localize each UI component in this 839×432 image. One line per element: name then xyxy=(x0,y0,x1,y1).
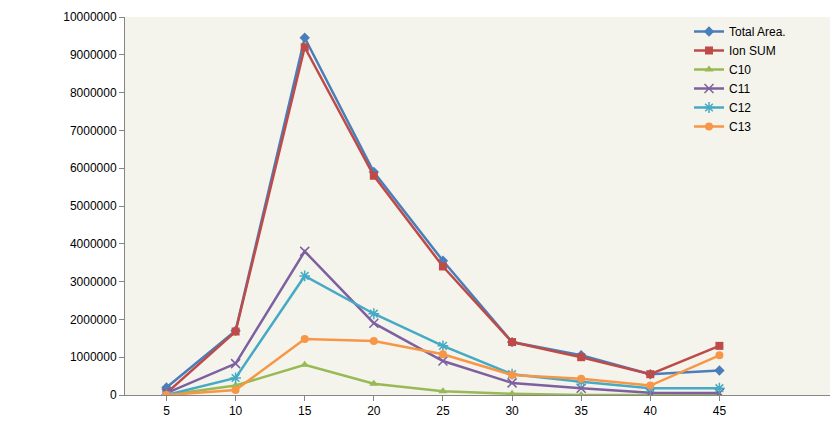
svg-text:C11: C11 xyxy=(729,82,750,96)
svg-text:20: 20 xyxy=(367,404,381,418)
svg-text:15: 15 xyxy=(298,404,312,418)
svg-text:C12: C12 xyxy=(729,101,751,115)
svg-text:25: 25 xyxy=(436,404,450,418)
svg-text:1000000: 1000000 xyxy=(70,350,117,364)
svg-text:4000000: 4000000 xyxy=(70,237,117,251)
svg-text:2000000: 2000000 xyxy=(70,313,117,327)
svg-text:Ion SUM: Ion SUM xyxy=(729,44,776,58)
svg-text:45: 45 xyxy=(713,404,727,418)
svg-text:3000000: 3000000 xyxy=(70,275,117,289)
svg-text:8000000: 8000000 xyxy=(70,86,117,100)
svg-text:30: 30 xyxy=(505,404,519,418)
svg-text:35: 35 xyxy=(575,404,589,418)
svg-text:9000000: 9000000 xyxy=(70,48,117,62)
svg-text:10000000: 10000000 xyxy=(63,10,117,24)
svg-text:5000000: 5000000 xyxy=(70,199,117,213)
svg-text:5: 5 xyxy=(163,404,170,418)
svg-text:6000000: 6000000 xyxy=(70,161,117,175)
svg-text:40: 40 xyxy=(644,404,658,418)
svg-text:10: 10 xyxy=(229,404,243,418)
svg-text:C13: C13 xyxy=(729,120,751,134)
svg-text:7000000: 7000000 xyxy=(70,124,117,138)
svg-text:0: 0 xyxy=(110,388,117,402)
svg-text:C10: C10 xyxy=(729,63,751,77)
svg-text:Total Area.: Total Area. xyxy=(729,25,786,39)
